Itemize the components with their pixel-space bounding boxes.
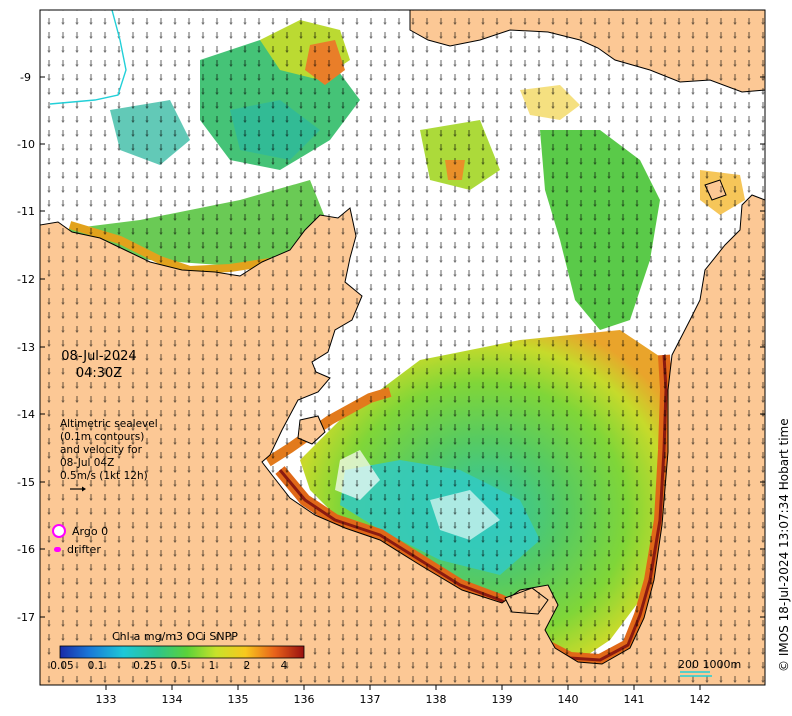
lon-tick: 134	[162, 693, 183, 706]
time-label: 04:30Z	[75, 366, 123, 381]
lat-tick: -9	[20, 71, 31, 84]
velocity-key-arrow	[70, 486, 86, 492]
lat-tick: -10	[17, 138, 35, 151]
timestamp: 08-Jul-2024 04:30Z	[58, 348, 140, 382]
argo-label: Argo 0	[72, 524, 109, 538]
sealevel-contours	[49, 9, 712, 677]
lat-tick: -12	[17, 273, 35, 286]
lon-tick: 136	[294, 693, 315, 706]
colorbar-tick-label: 0.1	[87, 660, 105, 672]
drifter-label: drifter	[67, 543, 101, 556]
legend-line: Altimetric sealevel	[60, 418, 158, 430]
lon-tick: 133	[96, 693, 117, 706]
colorbar-tick-label: 1	[208, 660, 216, 672]
lon-tick: 142	[690, 693, 711, 706]
date-label: 08-Jul-2024	[61, 349, 137, 364]
colorbar-tick-label: 0.5	[170, 660, 188, 672]
scale-label: 200 1000m	[678, 658, 742, 671]
colorbar-title: Chl-a mg/m3 OCi SNPP	[112, 630, 238, 643]
colorbar	[59, 645, 305, 659]
lat-tick: -13	[17, 341, 35, 354]
argo-ring-icon	[52, 524, 66, 538]
lon-tick: 140	[558, 693, 579, 706]
colorbar-tick-label: 0.05	[50, 660, 74, 672]
drifter-legend: drifter	[52, 543, 101, 556]
colorbar-tick-label: 0.25	[133, 660, 157, 672]
latitude-axis: -9 -10 -11 -12 -13 -14 -15 -16 -17	[17, 71, 765, 624]
lat-tick: -15	[17, 476, 35, 489]
lat-tick: -17	[17, 611, 35, 624]
longitude-axis: 133 134 135 136 137 138 139 140 141 142	[96, 685, 711, 706]
imos-credit: © IMOS 18-Jul-2024 13:07:34 Hobart time	[777, 418, 791, 672]
lon-tick: 135	[228, 693, 249, 706]
altimetry-legend: Altimetric sealevel (0.1m contours) and …	[60, 418, 158, 483]
lon-tick: 137	[360, 693, 381, 706]
lon-tick: 139	[492, 693, 513, 706]
lat-tick: -16	[17, 543, 35, 556]
legend-line: (0.1m contours)	[60, 431, 145, 443]
map-area[interactable]	[39, 9, 766, 686]
colorbar-tick-label: 4	[280, 660, 288, 672]
lon-tick: 138	[426, 693, 447, 706]
legend-line: 08-Jul 04Z	[60, 457, 115, 469]
legend-line: 0.5m/s (1kt 12h)	[60, 470, 148, 482]
lat-tick: -14	[17, 408, 35, 421]
drifter-dot-icon	[54, 547, 61, 552]
lat-tick: -11	[17, 205, 35, 218]
velocity-vectors	[40, 10, 765, 685]
lon-tick: 141	[624, 693, 645, 706]
legend-line: and velocity for	[60, 444, 142, 456]
colorbar-tick-label: 2	[243, 660, 251, 672]
argo-legend: Argo 0	[52, 524, 108, 538]
